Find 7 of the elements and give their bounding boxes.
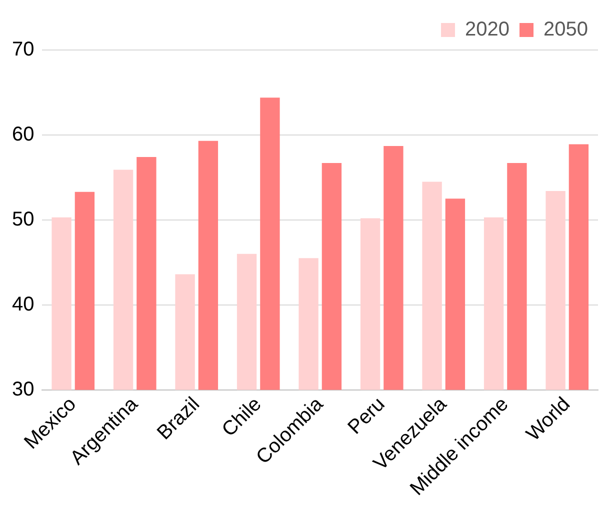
y-tick-label: 70 xyxy=(12,38,34,61)
legend-label: 2050 xyxy=(544,18,588,41)
legend-label: 2020 xyxy=(465,18,510,41)
y-tick-label: 40 xyxy=(12,293,34,316)
y-tick-label: 60 xyxy=(12,123,34,146)
y-tick-label: 50 xyxy=(12,208,34,230)
y-tick-label: 30 xyxy=(12,378,34,400)
